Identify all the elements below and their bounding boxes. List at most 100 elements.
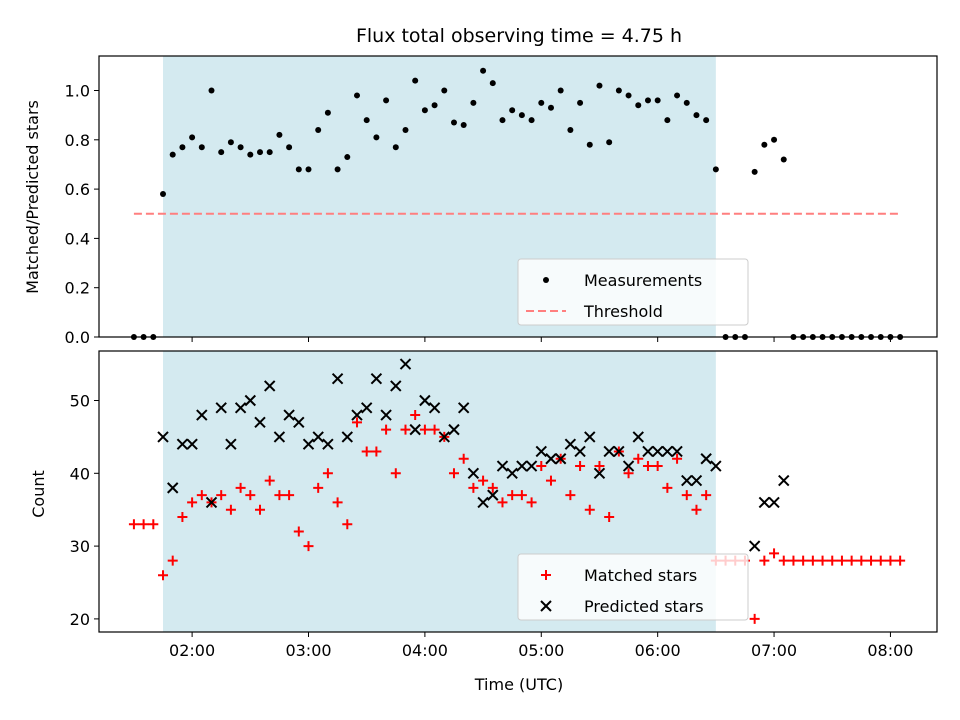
predicted-star-point <box>564 438 577 450</box>
measurement-point <box>431 102 438 109</box>
measurement-point <box>160 191 167 198</box>
measurement-point <box>480 67 487 74</box>
predicted-star-point <box>196 409 208 421</box>
predicted-star-point <box>642 445 654 458</box>
measurement-point <box>625 92 632 99</box>
matched-star-point <box>778 555 789 566</box>
predicted-star-point <box>254 416 266 429</box>
measurement-point <box>450 119 457 126</box>
matched-star-point <box>371 446 382 457</box>
predicted-star-point <box>457 402 470 414</box>
matched-star-point <box>274 490 285 501</box>
measurement-point <box>703 117 710 124</box>
measurement-point <box>257 149 264 156</box>
predicted-star-point <box>312 431 324 443</box>
matched-star-point <box>351 417 362 428</box>
predicted-star-point <box>758 496 771 509</box>
matched-star-point <box>672 453 683 464</box>
predicted-star-point <box>331 372 344 385</box>
x-tick-label: 06:00 <box>635 641 681 660</box>
chart-title: Flux total observing time = 4.75 h <box>356 25 682 47</box>
measurement-point <box>460 122 467 129</box>
matched-star-point <box>148 519 159 530</box>
matched-star-point <box>701 490 712 501</box>
matched-star-point <box>245 490 256 501</box>
y-tick-label: 0.6 <box>65 180 90 199</box>
x-axis-label: Time (UTC) <box>474 675 563 694</box>
x-tick-label: 03:00 <box>285 641 331 660</box>
predicted-star-point <box>380 409 392 421</box>
predicted-star-point <box>593 467 606 480</box>
measurement-point <box>441 87 448 94</box>
predicted-star-point <box>700 453 712 465</box>
measurement-point <box>664 117 671 124</box>
matched-star-point <box>177 511 188 522</box>
matched-star-point <box>536 461 547 472</box>
matched-star-point <box>836 555 847 566</box>
legend-marker <box>540 600 552 612</box>
y-tick-label: 0.8 <box>65 131 90 150</box>
predicted-star-point <box>748 540 761 552</box>
matched-star-point <box>419 424 430 435</box>
matched-star-point <box>846 555 857 566</box>
y-tick-label: 0.4 <box>65 229 90 248</box>
predicted-star-point <box>205 496 218 509</box>
measurement-point <box>266 149 273 156</box>
predicted-star-point <box>496 460 509 472</box>
predicted-star-point <box>506 467 518 480</box>
predicted-star-point <box>215 402 227 414</box>
measurement-point <box>654 97 661 104</box>
predicted-star-point <box>651 445 664 458</box>
matched-star-point <box>410 410 421 421</box>
matched-star-point <box>652 461 663 472</box>
x-tick-label: 04:00 <box>402 641 448 660</box>
y-tick-label: 40 <box>70 464 90 483</box>
y-tick-label: 30 <box>70 537 90 556</box>
matched-star-point <box>798 555 809 566</box>
measurement-point <box>489 80 496 87</box>
matched-star-point <box>545 475 556 486</box>
measurement-point <box>674 92 681 99</box>
predicted-star-point <box>778 474 790 487</box>
legend-marker <box>541 570 551 580</box>
measurement-point <box>751 168 758 175</box>
measurement-point <box>567 126 574 133</box>
predicted-star-point <box>710 460 722 472</box>
matched-star-point <box>390 468 401 479</box>
legend-box <box>517 553 749 621</box>
matched-star-point <box>264 475 275 486</box>
matched-star-point <box>807 555 818 566</box>
measurement-point <box>635 102 642 109</box>
matched-star-point <box>342 519 353 530</box>
predicted-star-point <box>603 445 615 458</box>
y-tick-label: 0.0 <box>65 328 90 347</box>
matched-star-point <box>187 497 198 508</box>
top-marks <box>130 67 904 340</box>
measurement-point <box>557 87 564 94</box>
y-tick-label: 0.2 <box>65 279 90 298</box>
predicted-star-point <box>293 416 305 429</box>
legend-marker <box>543 277 549 283</box>
matched-star-point <box>584 504 595 515</box>
measurement-point <box>237 144 244 151</box>
predicted-star-point <box>690 474 703 487</box>
matched-star-point <box>856 555 867 566</box>
measurement-point <box>402 126 409 133</box>
matched-star-point <box>642 461 653 472</box>
measurement-point <box>198 144 205 151</box>
predicted-star-point <box>632 431 644 443</box>
matched-star-point <box>769 548 780 559</box>
matched-star-point <box>322 468 333 479</box>
measurement-point <box>644 97 651 104</box>
measurement-point <box>392 144 399 151</box>
matched-star-point <box>788 555 799 566</box>
matched-star-point <box>196 490 207 501</box>
matched-star-point <box>448 468 459 479</box>
top-y-axis-label: Matched/Predicted stars <box>23 100 42 294</box>
predicted-star-point <box>545 453 557 465</box>
predicted-star-point <box>477 496 489 509</box>
predicted-star-point <box>302 438 315 450</box>
matched-star-point <box>128 519 139 530</box>
matched-star-point <box>575 461 586 472</box>
matched-star-point <box>633 453 644 464</box>
